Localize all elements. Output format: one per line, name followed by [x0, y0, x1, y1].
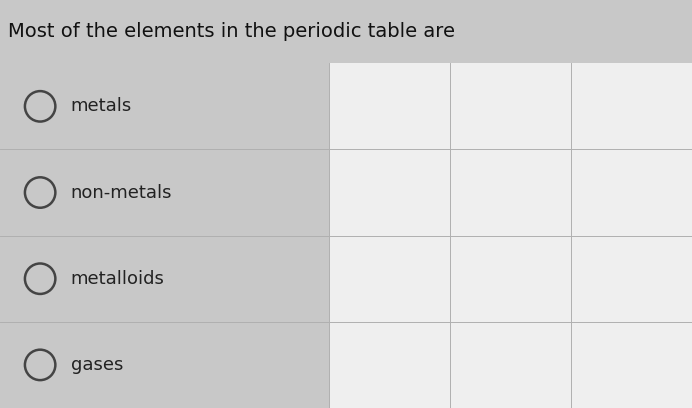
- Text: Most of the elements in the periodic table are: Most of the elements in the periodic tab…: [8, 22, 455, 41]
- Text: non-metals: non-metals: [71, 184, 172, 202]
- Bar: [329, 63, 692, 408]
- Bar: [0, 0, 692, 63]
- Text: metalloids: metalloids: [71, 270, 165, 288]
- Text: metals: metals: [71, 98, 132, 115]
- Text: gases: gases: [71, 356, 123, 374]
- Bar: [0, 63, 329, 408]
